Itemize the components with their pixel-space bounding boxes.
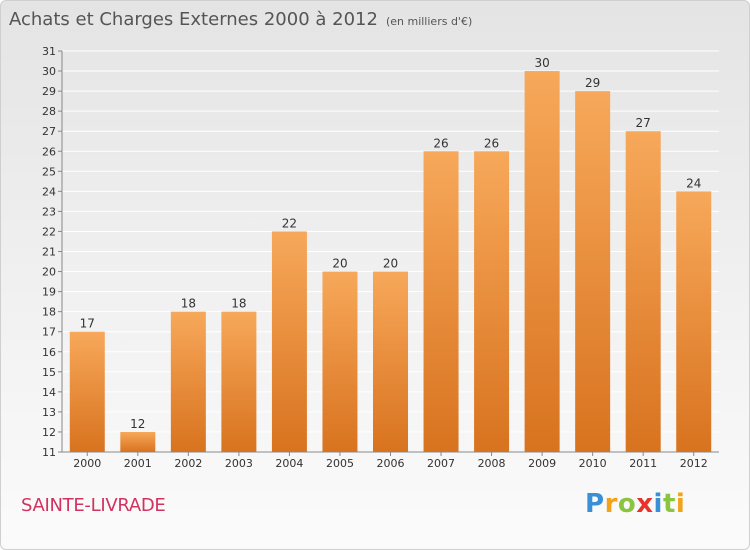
bar [524,71,560,453]
y-tick-label: 31 [42,45,56,58]
bar [373,271,408,452]
data-label: 26 [433,136,448,150]
x-tick-label: 2000 [73,457,101,470]
x-tick-label: 2011 [629,457,657,470]
proxiti-logo: Proxiti [585,489,685,519]
chart-title-block: Achats et Charges Externes 2000 à 2012 (e… [9,9,472,30]
bar [271,231,307,452]
bar [170,311,206,452]
y-tick-label: 30 [42,65,56,78]
x-tick-label: 2008 [478,457,506,470]
y-tick-label: 21 [42,246,56,259]
x-tick-label: 2005 [326,457,354,470]
x-tick-label: 2006 [377,457,405,470]
bar [676,191,712,452]
y-tick-label: 24 [42,185,56,198]
y-tick-label: 20 [42,266,56,279]
chart-title: Achats et Charges Externes 2000 à 2012 [9,9,378,30]
data-label: 20 [383,257,398,271]
bar [575,91,611,452]
chart-unit: (en milliers d'€) [385,15,473,28]
y-tick-label: 19 [42,286,56,299]
x-tick-label: 2009 [528,457,556,470]
data-label: 27 [636,116,651,130]
x-tick-label: 2007 [427,457,455,470]
y-tick-label: 11 [42,446,56,459]
logo-letter: t [662,489,676,519]
x-tick-label: 2012 [680,457,708,470]
logo-letter: o [617,489,637,519]
bar [322,271,358,452]
y-tick-label: 27 [42,125,56,138]
y-tick-label: 22 [42,225,56,238]
logo-letter: i [653,489,663,519]
y-tick-label: 29 [42,85,56,98]
y-tick-label: 13 [42,406,56,419]
y-tick-label: 14 [42,386,56,399]
logo-letter: x [636,489,654,519]
x-tick-label: 2004 [275,457,303,470]
logo-letter: P [585,489,605,519]
data-label: 29 [585,76,600,90]
data-label: 18 [231,297,246,311]
data-label: 12 [130,417,145,431]
bar [625,131,661,452]
y-tick-label: 23 [42,205,56,218]
x-tick-label: 2010 [579,457,607,470]
y-tick-label: 25 [42,165,56,178]
y-tick-label: 16 [42,346,56,359]
data-label: 30 [534,56,549,70]
data-label: 18 [181,297,196,311]
logo-letter: i [675,489,686,519]
data-label: 24 [686,176,701,190]
bar [423,151,459,452]
y-tick-label: 17 [42,326,56,339]
x-tick-label: 2003 [225,457,253,470]
bar [221,311,257,452]
bar [120,431,156,452]
data-label: 26 [484,136,499,150]
x-tick-label: 2002 [174,457,202,470]
data-label: 22 [282,216,297,230]
y-tick-label: 18 [42,306,56,319]
data-label: 20 [332,257,347,271]
logo-letter: r [604,489,618,519]
data-label: 17 [80,317,95,331]
y-tick-label: 12 [42,426,56,439]
commune-name: SAINTE-LIVRADE [21,495,166,516]
y-tick-label: 26 [42,145,56,158]
y-tick-label: 28 [42,105,56,118]
y-tick-label: 15 [42,366,56,379]
bar [474,151,510,452]
x-tick-label: 2001 [124,457,152,470]
bar [69,331,105,452]
